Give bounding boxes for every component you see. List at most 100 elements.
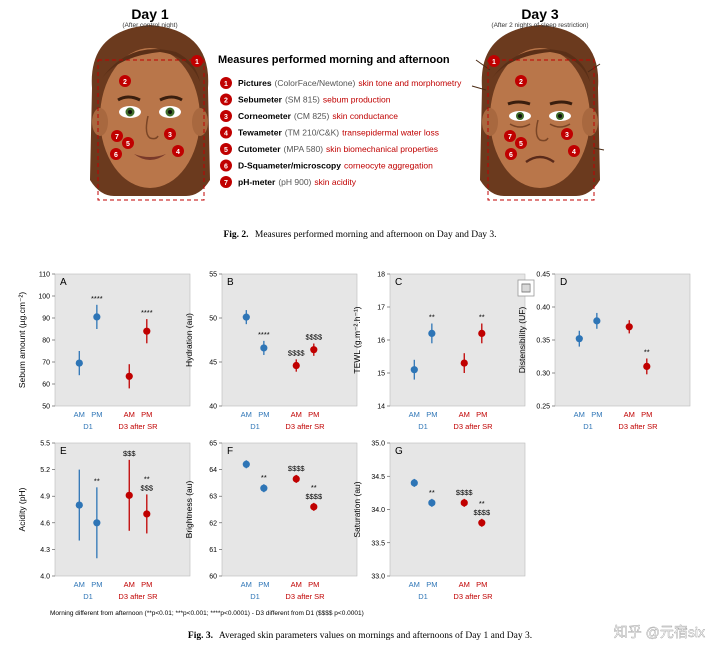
measure-item: 4 Tewameter (TM 210/C&K) transepidermal wat… bbox=[220, 126, 439, 139]
data-point bbox=[292, 475, 300, 483]
significance-label: $$$ bbox=[123, 449, 136, 458]
svg-text:2: 2 bbox=[519, 79, 523, 86]
group-label: D1 bbox=[83, 422, 93, 431]
panel-letter: C bbox=[395, 277, 402, 288]
x-tick-label: PM bbox=[591, 410, 602, 419]
data-point bbox=[242, 460, 250, 468]
measure-description: sebum production bbox=[323, 95, 391, 105]
x-tick-label: PM bbox=[258, 580, 269, 589]
panel-c: C 14 15 16 17 18 TEWL (g.m⁻².h⁻¹) ** ** AM PM AM PM D… bbox=[352, 272, 526, 431]
measure-text: D-Squameter/microscopy corneocyte aggrega… bbox=[238, 161, 433, 171]
significance-label: ** bbox=[311, 483, 317, 492]
data-point bbox=[460, 499, 468, 507]
significance-label: **** bbox=[91, 294, 103, 303]
group-label: D1 bbox=[250, 422, 260, 431]
x-tick-label: PM bbox=[641, 410, 652, 419]
measure-number: 6 bbox=[224, 164, 228, 171]
data-point bbox=[242, 313, 250, 321]
measure-number-badge bbox=[220, 110, 232, 122]
data-point bbox=[292, 361, 300, 370]
figure-2: 1 2 3 4 5 6 7 bbox=[0, 0, 720, 250]
significance-label: ** bbox=[644, 347, 650, 356]
y-tick-label: 35.0 bbox=[371, 441, 385, 448]
measure-text: Cutometer (MPA 580) skin biomechanical pro… bbox=[238, 144, 438, 154]
x-tick-label: AM bbox=[124, 410, 135, 419]
x-tick-label: PM bbox=[426, 580, 437, 589]
y-axis-label: Acidity (pH) bbox=[17, 487, 27, 531]
figure-3: A 50 60 70 80 90 100 110 Sebum amount (µg.cm⁻²) *… bbox=[0, 262, 720, 660]
x-tick-label: PM bbox=[476, 580, 487, 589]
measure-number-badge bbox=[220, 143, 232, 155]
plot-area bbox=[54, 442, 191, 577]
x-tick-label: AM bbox=[409, 580, 420, 589]
x-tick-label: AM bbox=[409, 410, 420, 419]
y-tick-label: 4.3 bbox=[40, 547, 50, 554]
group-label: D3 after SR bbox=[118, 422, 158, 431]
measure-description: skin conductance bbox=[332, 111, 398, 121]
data-point bbox=[93, 313, 101, 321]
panel-letter: E bbox=[60, 446, 67, 457]
x-tick-label: AM bbox=[291, 410, 302, 419]
data-point bbox=[575, 335, 583, 343]
group-label: D3 after SR bbox=[453, 422, 493, 431]
measure-name: pH-meter bbox=[238, 177, 276, 187]
y-axis-label: Hydration (au) bbox=[184, 313, 194, 367]
measure-number: 2 bbox=[224, 98, 228, 105]
y-tick-label: 0.30 bbox=[536, 371, 550, 378]
x-tick-label: PM bbox=[141, 580, 152, 589]
measure-number: 4 bbox=[224, 131, 228, 138]
x-tick-label: PM bbox=[308, 580, 319, 589]
y-tick-label: 63 bbox=[209, 494, 217, 501]
fig2-caption: Fig. 2. Measures performed morning and a… bbox=[223, 229, 496, 240]
measure-number: 5 bbox=[224, 147, 228, 154]
y-tick-label: 4.6 bbox=[40, 520, 50, 527]
significance-label: ** bbox=[479, 499, 485, 508]
measure-number-badge bbox=[220, 93, 232, 106]
measure-item: 6 D-Squameter/microscopy corneocyte aggreg… bbox=[220, 159, 433, 172]
svg-text:1: 1 bbox=[195, 59, 199, 66]
measure-number: 3 bbox=[224, 114, 228, 121]
svg-text:4: 4 bbox=[176, 149, 180, 156]
y-tick-label: 90 bbox=[42, 316, 50, 323]
y-tick-label: 50 bbox=[42, 404, 50, 411]
zoom-icon[interactable] bbox=[517, 279, 535, 297]
data-point bbox=[593, 317, 601, 325]
significance-label: $$$$ bbox=[288, 464, 306, 473]
group-label: D1 bbox=[583, 422, 593, 431]
measure-number: 7 bbox=[224, 180, 228, 187]
measure-device: (MPA 580) bbox=[284, 144, 324, 154]
y-axis-label: Saturation (au) bbox=[352, 481, 362, 537]
measure-name: Sebumeter bbox=[238, 95, 283, 105]
significance-label: ** bbox=[429, 488, 435, 497]
y-tick-label: 70 bbox=[42, 360, 50, 367]
data-point bbox=[143, 327, 151, 335]
measure-number-badge bbox=[220, 176, 232, 188]
data-point bbox=[478, 519, 486, 527]
y-tick-label: 80 bbox=[42, 338, 50, 345]
fig3-footnote: Morning different from afternoon (**p<0.… bbox=[50, 610, 364, 617]
measure-text: Tewameter (TM 210/C&K) transepidermal wate… bbox=[238, 128, 439, 138]
significance-label: ** bbox=[144, 474, 150, 483]
data-point bbox=[460, 359, 468, 367]
svg-text:1: 1 bbox=[492, 59, 496, 66]
y-axis-label: Distensibility (UF) bbox=[517, 307, 527, 374]
group-label: D1 bbox=[418, 592, 428, 601]
x-tick-label: AM bbox=[459, 580, 470, 589]
measure-item: 7 pH-meter (pH 900) skin acidity bbox=[220, 176, 357, 188]
significance-label: $$$$ bbox=[288, 348, 306, 357]
x-tick-label: AM bbox=[241, 580, 252, 589]
measure-description: skin tone and morphometry bbox=[358, 78, 462, 88]
y-tick-label: 65 bbox=[209, 441, 217, 448]
measure-number-badge bbox=[220, 159, 232, 172]
y-tick-label: 14 bbox=[377, 404, 385, 411]
group-label: D3 after SR bbox=[285, 422, 325, 431]
svg-text:7: 7 bbox=[508, 134, 512, 141]
measure-description: skin biomechanical properties bbox=[326, 144, 438, 154]
y-tick-label: 16 bbox=[377, 338, 385, 345]
y-tick-label: 18 bbox=[377, 272, 385, 279]
group-label: D1 bbox=[418, 422, 428, 431]
measure-name: Cutometer bbox=[238, 144, 281, 154]
svg-text:3: 3 bbox=[168, 132, 172, 139]
